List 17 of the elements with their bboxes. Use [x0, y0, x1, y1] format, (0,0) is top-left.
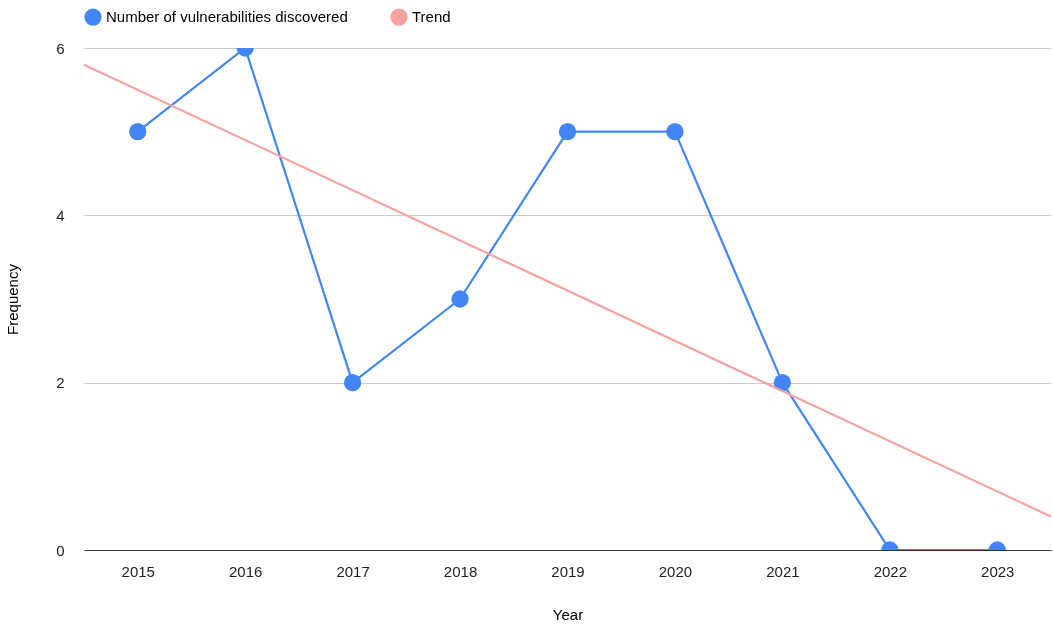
x-tick-label: 2020 [658, 562, 693, 580]
x-tick-label: 2015 [121, 562, 155, 580]
y-tick-label: 0 [56, 541, 65, 559]
y-tick-label: 6 [56, 39, 65, 57]
y-axis-title: Frequency [4, 263, 22, 335]
y-tick-label: 4 [56, 206, 65, 224]
x-tick-label: 2023 [981, 562, 1015, 580]
x-axis-title: Year [552, 605, 584, 623]
x-tick-label: 2018 [443, 562, 478, 580]
x-tick-label: 2016 [228, 562, 263, 580]
x-tick-label: 2019 [551, 562, 585, 580]
x-tick-label: 2022 [873, 562, 908, 580]
legend-label: Trend [412, 8, 451, 26]
x-tick-label: 2017 [336, 562, 370, 580]
x-tick-label: 2021 [766, 562, 800, 580]
legend-label: Number of vulnerabilities discovered [106, 8, 348, 26]
y-tick-label: 2 [56, 374, 65, 392]
